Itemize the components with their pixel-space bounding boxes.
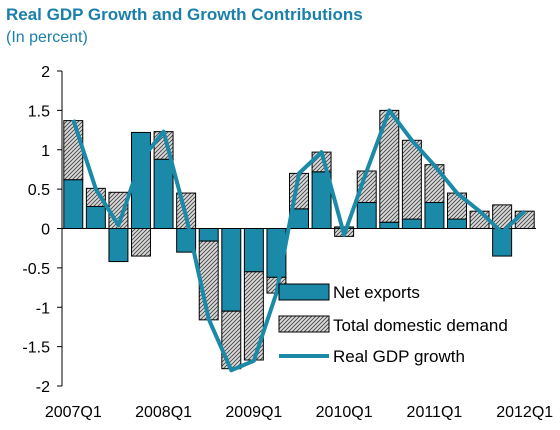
x-tick-label: 2008Q1 (135, 404, 192, 421)
y-tick-label: -0.5 (22, 261, 50, 278)
bars-layer (63, 109, 535, 370)
bar-net-exports-2009q1 (243, 228, 264, 273)
x-tick-label: 2007Q1 (45, 404, 102, 421)
bar-net-exports-2008q3 (198, 228, 219, 242)
bar-net-exports-2007q2 (85, 205, 106, 229)
x-tick-label: 2011Q1 (407, 404, 463, 421)
y-tick-label: 2 (41, 64, 50, 81)
bar-total-domestic-demand-2011q1 (424, 164, 445, 204)
x-tick-label: 2010Q1 (316, 404, 373, 421)
bar-net-exports-2007q3 (108, 228, 129, 263)
bar-net-exports-2008q1 (153, 158, 174, 229)
axes-layer: 2 1.5 1 0.5 0 -0.5 -1 -1.5 -2 2007Q1 2008Q1 2009Q1 2… (22, 64, 553, 421)
legend-swatch-net-exports (278, 283, 330, 301)
bar-net-exports-2007q1 (63, 179, 84, 229)
series-line-real-gdp-growth (71, 108, 527, 373)
line-layer (71, 108, 527, 373)
bar-net-exports-2008q4 (221, 228, 242, 312)
y-tick-label: 1.5 (28, 103, 50, 120)
legend-label-total-domestic-demand: Total domestic demand (333, 316, 508, 335)
chart-subtitle: (In percent) (6, 29, 88, 46)
bar-total-domestic-demand-2007q1 (63, 120, 84, 181)
y-tick-label: -1 (36, 300, 50, 317)
bar-net-exports-2011q1 (424, 202, 445, 229)
y-tick-label: 1 (41, 143, 50, 160)
bar-net-exports-2010q3 (379, 221, 400, 229)
y-tick-label: -1.5 (22, 340, 50, 357)
y-tick-label: 0.5 (28, 182, 50, 199)
legend: Net exports Total domestic demand Real G… (278, 283, 508, 366)
y-tick-label: 0 (41, 222, 50, 239)
y-tick-label: -2 (36, 379, 50, 396)
x-tick-label: 2012Q1 (496, 404, 553, 421)
legend-label-net-exports: Net exports (333, 283, 420, 302)
bar-net-exports-2010q4 (401, 218, 422, 230)
x-tick-label: 2009Q1 (225, 404, 282, 421)
bar-net-exports-2010q2 (356, 202, 377, 229)
legend-swatch-total-domestic-demand (278, 315, 330, 333)
chart-title: Real GDP Growth and Growth Contributions (6, 5, 363, 24)
legend-label-real-gdp-growth: Real GDP growth (333, 347, 465, 366)
bar-net-exports-2011q2 (447, 218, 467, 230)
bar-total-domestic-demand-2007q4 (131, 228, 151, 257)
bar-total-domestic-demand-2010q4 (401, 139, 422, 220)
